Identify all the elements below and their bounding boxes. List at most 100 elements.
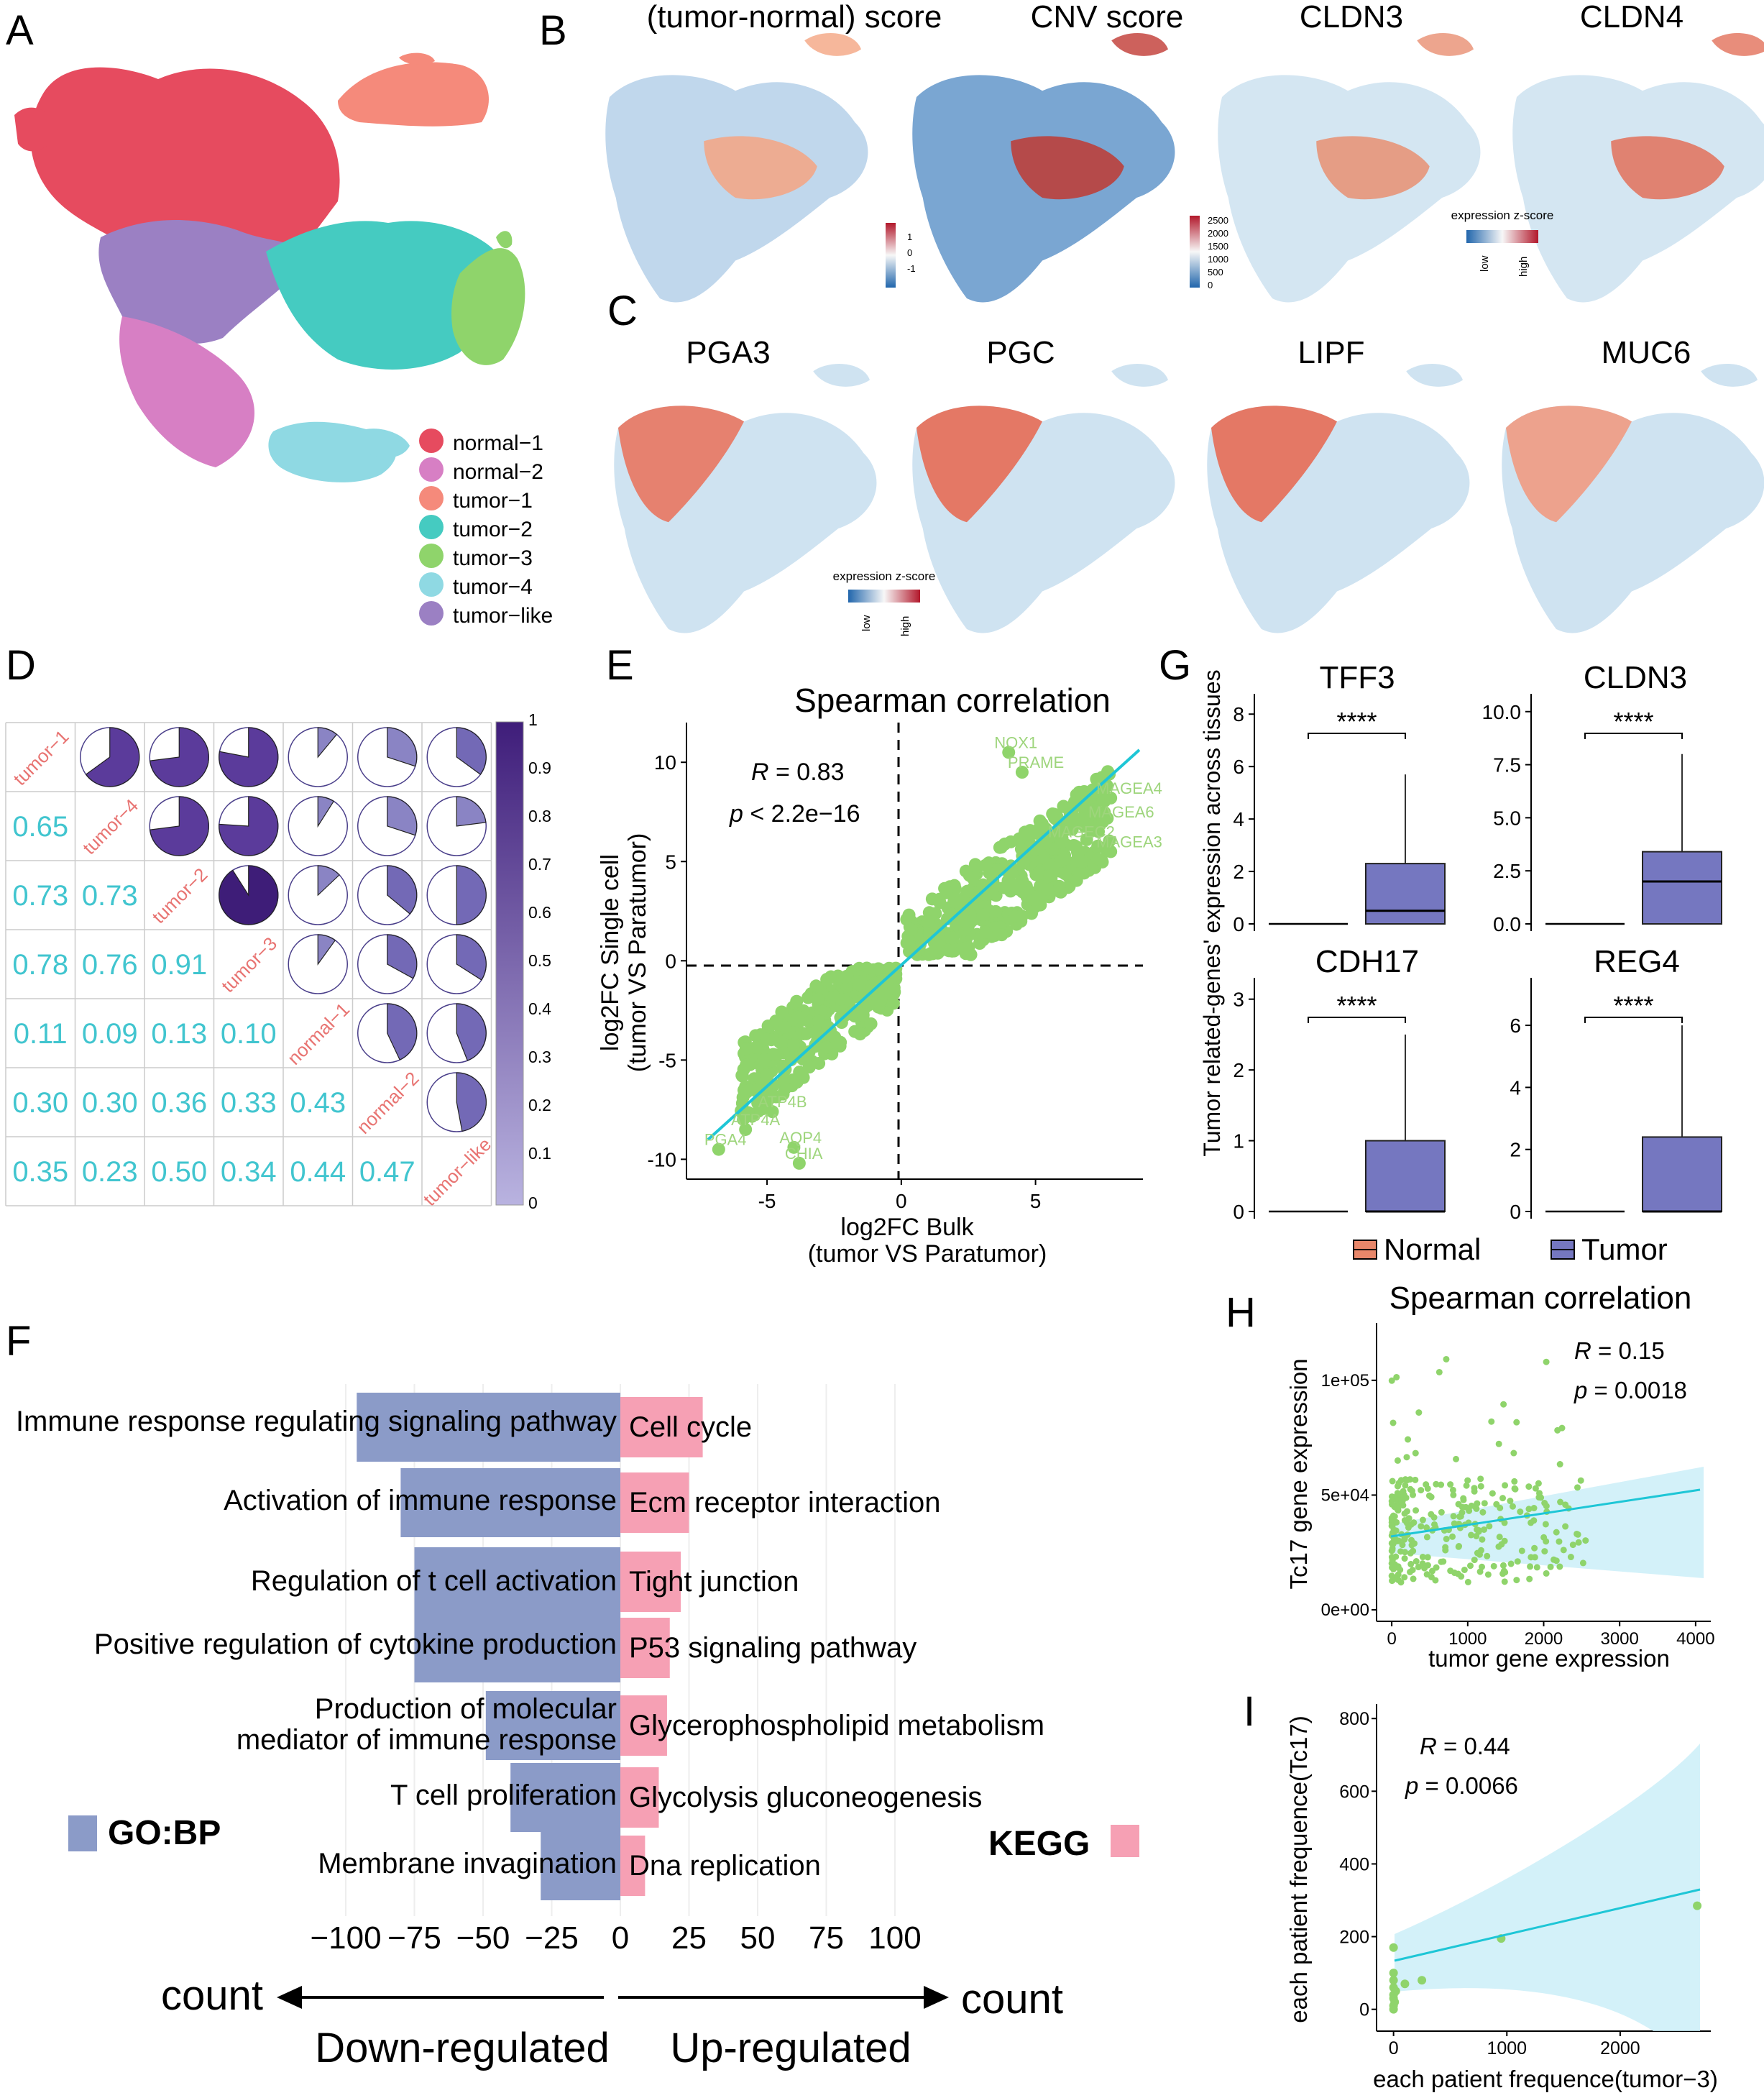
h-point xyxy=(1424,1554,1431,1561)
sig-bracket xyxy=(1584,1017,1683,1023)
count-right: count xyxy=(961,1976,1063,2023)
i-point xyxy=(1391,1987,1400,1996)
e-point xyxy=(760,1068,773,1081)
e-fit-line xyxy=(707,748,1141,1141)
umap-hotspot xyxy=(1316,136,1430,200)
tick-label: −50 xyxy=(456,1920,510,1956)
e-point xyxy=(809,1038,822,1052)
up-regulated: Up-regulated xyxy=(670,2025,911,2071)
corr-pie xyxy=(387,1003,418,1061)
sig-stars: **** xyxy=(1613,707,1653,736)
e-gene-label: AQP4 xyxy=(779,1129,822,1147)
gobp-label: GO:BP xyxy=(108,1814,221,1852)
h-point xyxy=(1400,1492,1407,1499)
h-point xyxy=(1484,1552,1491,1559)
e-point xyxy=(906,945,919,958)
panel-label-d: D xyxy=(6,642,36,689)
kegg-label: KEGG xyxy=(988,1825,1090,1863)
h-point xyxy=(1554,1426,1561,1434)
tick-label: 0.4 xyxy=(528,999,551,1018)
b-expr-colorbar: expression z-score low high xyxy=(1451,209,1554,277)
h-point xyxy=(1495,1440,1502,1447)
e-point xyxy=(751,1104,765,1118)
tick-label: 1 xyxy=(528,710,538,729)
tick-label: 0 xyxy=(612,1920,629,1956)
corr-value: 0.30 xyxy=(82,1087,138,1119)
h-point xyxy=(1398,1498,1405,1506)
h-point xyxy=(1432,1577,1439,1584)
tick-label: 0 xyxy=(1233,913,1244,935)
kegg-bar xyxy=(620,1767,659,1828)
tick-label: 6 xyxy=(1510,1014,1521,1037)
e-point xyxy=(1075,812,1088,826)
tick-label: 7.5 xyxy=(1493,754,1521,777)
h-point xyxy=(1562,1523,1569,1530)
e-point xyxy=(777,1073,791,1086)
tick-label: 6 xyxy=(1233,756,1244,778)
h-point xyxy=(1394,1457,1401,1464)
e-ylabel: log2FC Single cell xyxy=(597,854,624,1051)
h-point xyxy=(1484,1571,1492,1578)
c-expr-colorbar: expression z-score low high xyxy=(833,569,936,636)
h-point xyxy=(1391,1539,1398,1546)
h-point xyxy=(1391,1513,1398,1520)
h-point xyxy=(1575,1539,1582,1546)
corr-value: 0.91 xyxy=(151,949,207,981)
h-point xyxy=(1389,1419,1397,1426)
tick-label: 0 xyxy=(665,950,676,972)
h-point xyxy=(1530,1505,1538,1512)
h-point xyxy=(1474,1500,1481,1507)
h-point xyxy=(1518,1547,1525,1554)
box-title: TFF3 xyxy=(1319,660,1395,695)
arrow-left-icon xyxy=(277,1986,302,2009)
e-point xyxy=(959,864,973,878)
e-point xyxy=(995,928,1009,942)
gobp-term: mediator of immune response xyxy=(236,1724,617,1756)
corr-value: 0.50 xyxy=(151,1156,207,1188)
h-point xyxy=(1429,1567,1436,1575)
tick-label: 0.6 xyxy=(528,903,551,922)
e-gene-label: CHIA xyxy=(785,1145,823,1163)
i-ylabel: each patient frequence(Tc17) xyxy=(1285,1715,1312,2023)
e-point xyxy=(1070,840,1083,853)
tick-label: -10 xyxy=(648,1148,676,1171)
umap-island xyxy=(804,32,861,56)
sig-stars: **** xyxy=(1336,707,1377,736)
e-point xyxy=(957,906,970,920)
h-point xyxy=(1511,1478,1518,1485)
h-point xyxy=(1412,1476,1419,1483)
umap-island xyxy=(813,363,870,387)
legend-normal-label: Normal xyxy=(1384,1232,1481,1266)
h-point xyxy=(1557,1498,1564,1506)
tick-label: 1000 xyxy=(1448,1629,1487,1649)
e-p-text: p < 2.2e−16 xyxy=(729,800,860,828)
gobp-bar xyxy=(400,1468,620,1537)
tick-label: 2500 xyxy=(1208,215,1228,226)
h-point xyxy=(1403,1454,1410,1461)
corr-pie xyxy=(317,934,336,966)
h-point xyxy=(1490,1562,1497,1570)
gobp-term: Immune response regulating signaling pat… xyxy=(16,1406,617,1437)
tick-label: 0 xyxy=(1510,1201,1521,1223)
e-point xyxy=(787,1140,801,1154)
h-point xyxy=(1560,1547,1567,1554)
e-point xyxy=(1092,852,1106,866)
e-point xyxy=(956,942,970,956)
h-point xyxy=(1453,1455,1460,1462)
e-point xyxy=(766,1105,779,1119)
e-point xyxy=(1058,867,1072,881)
d-colorbar-rect xyxy=(495,721,524,1206)
umap-plot xyxy=(614,363,877,633)
gobp-term: Activation of immune response xyxy=(224,1485,617,1516)
i-point xyxy=(1389,1943,1398,1952)
box-tumor xyxy=(1365,1140,1446,1212)
tick-label: 4000 xyxy=(1676,1629,1714,1649)
tick-label: 0 xyxy=(1387,1629,1396,1649)
kegg-bar xyxy=(620,1836,646,1896)
e-point xyxy=(761,1032,774,1046)
legend-a-label: tumor−like xyxy=(453,604,553,628)
corr-pie xyxy=(387,934,418,979)
e-point xyxy=(938,881,952,895)
h-point xyxy=(1562,1501,1569,1508)
